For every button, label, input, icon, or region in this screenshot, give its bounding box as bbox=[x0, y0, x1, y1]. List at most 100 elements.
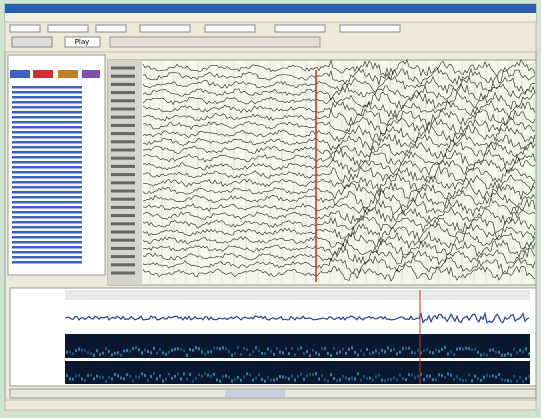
list-row bbox=[12, 166, 82, 169]
spec-cell bbox=[495, 350, 497, 354]
spec-cell bbox=[153, 372, 155, 376]
spec-cell bbox=[201, 350, 203, 354]
dropdown[interactable] bbox=[47, 24, 89, 33]
spec-cell bbox=[372, 378, 374, 382]
channel-name bbox=[111, 140, 135, 144]
spec-cell bbox=[474, 374, 476, 378]
icon[interactable] bbox=[33, 70, 53, 78]
list-row bbox=[12, 141, 82, 144]
spec-cell bbox=[426, 374, 428, 378]
spec-cell bbox=[84, 379, 86, 383]
play-button[interactable] bbox=[64, 36, 101, 48]
channel-name bbox=[111, 197, 135, 201]
spec-cell bbox=[150, 351, 152, 355]
list-row bbox=[12, 106, 82, 109]
spec-cell bbox=[165, 352, 167, 356]
spec-cell bbox=[198, 347, 200, 351]
tool-icons[interactable] bbox=[109, 36, 321, 48]
spec-cell bbox=[132, 346, 134, 350]
list-row bbox=[12, 226, 82, 229]
list-row bbox=[12, 256, 82, 259]
dropdown[interactable] bbox=[95, 24, 127, 33]
spec-cell bbox=[258, 349, 260, 353]
dropdown[interactable] bbox=[339, 24, 401, 33]
spec-cell bbox=[159, 374, 161, 378]
spec-cell bbox=[369, 376, 371, 380]
spec-cell bbox=[192, 348, 194, 352]
dropdown[interactable] bbox=[274, 24, 326, 33]
spec-cell bbox=[441, 347, 443, 351]
spec-cell bbox=[438, 373, 440, 377]
spec-cell bbox=[345, 351, 347, 355]
spec-cell bbox=[468, 347, 470, 351]
scroll-thumb[interactable] bbox=[225, 390, 285, 397]
spec-cell bbox=[447, 352, 449, 356]
spec-cell bbox=[126, 349, 128, 353]
spec-cell bbox=[504, 353, 506, 357]
spec-cell bbox=[231, 353, 233, 357]
spec-cell bbox=[189, 347, 191, 351]
list-row bbox=[12, 201, 82, 204]
spec-cell bbox=[333, 377, 335, 381]
channel-name bbox=[111, 222, 135, 226]
icon[interactable] bbox=[82, 70, 100, 78]
eeg-trace bbox=[142, 239, 536, 259]
spec-cell bbox=[312, 373, 314, 377]
spec-cell bbox=[69, 350, 71, 354]
spec-cell bbox=[288, 377, 290, 381]
spec-cell bbox=[483, 375, 485, 379]
icon[interactable] bbox=[58, 70, 78, 78]
spec-cell bbox=[387, 377, 389, 381]
channel-name bbox=[111, 99, 135, 103]
spec-cell bbox=[351, 376, 353, 380]
channel-name bbox=[111, 123, 135, 127]
spec-cell bbox=[66, 373, 68, 377]
spec-cell bbox=[402, 347, 404, 351]
spec-cell bbox=[492, 374, 494, 378]
list-row bbox=[12, 91, 82, 94]
spec-cell bbox=[222, 375, 224, 379]
list-row bbox=[12, 156, 82, 159]
dropdown[interactable] bbox=[139, 24, 191, 33]
spec-cell bbox=[393, 376, 395, 380]
list-row bbox=[12, 151, 82, 154]
spec-cell bbox=[456, 347, 458, 351]
spec-cell bbox=[228, 375, 230, 379]
spec-cell bbox=[255, 346, 257, 350]
spec-cell bbox=[72, 352, 74, 356]
channel-name bbox=[111, 156, 135, 160]
spec-cell bbox=[318, 377, 320, 381]
spec-cell bbox=[141, 351, 143, 355]
icon[interactable] bbox=[10, 70, 30, 78]
dropdown[interactable] bbox=[9, 24, 41, 33]
channel-name bbox=[111, 91, 135, 95]
list-row bbox=[12, 171, 82, 174]
spec-cell bbox=[129, 349, 131, 353]
spectrogram-texture bbox=[66, 346, 530, 383]
spec-cell bbox=[465, 378, 467, 382]
spec-cell bbox=[498, 373, 500, 377]
spec-cell bbox=[309, 353, 311, 357]
spec-cell bbox=[132, 379, 134, 383]
spec-cell bbox=[231, 379, 233, 383]
spec-cell bbox=[297, 347, 299, 351]
channel-name bbox=[111, 255, 135, 259]
spec-cell bbox=[183, 349, 185, 353]
spec-cell bbox=[111, 377, 113, 381]
eeg-trace bbox=[142, 75, 536, 95]
spec-cell bbox=[354, 377, 356, 381]
spec-cell bbox=[144, 374, 146, 378]
spec-cell bbox=[102, 351, 104, 355]
spec-cell bbox=[459, 347, 461, 351]
spec-cell bbox=[345, 376, 347, 380]
spec-cell bbox=[399, 373, 401, 377]
nav-buttons[interactable] bbox=[11, 36, 53, 48]
spec-cell bbox=[303, 377, 305, 381]
spec-cell bbox=[210, 350, 212, 354]
spec-cell bbox=[90, 373, 92, 377]
spec-cell bbox=[246, 348, 248, 352]
spec-cell bbox=[93, 377, 95, 381]
dropdown[interactable] bbox=[204, 24, 256, 33]
spec-cell bbox=[147, 378, 149, 382]
spec-cell bbox=[204, 372, 206, 376]
